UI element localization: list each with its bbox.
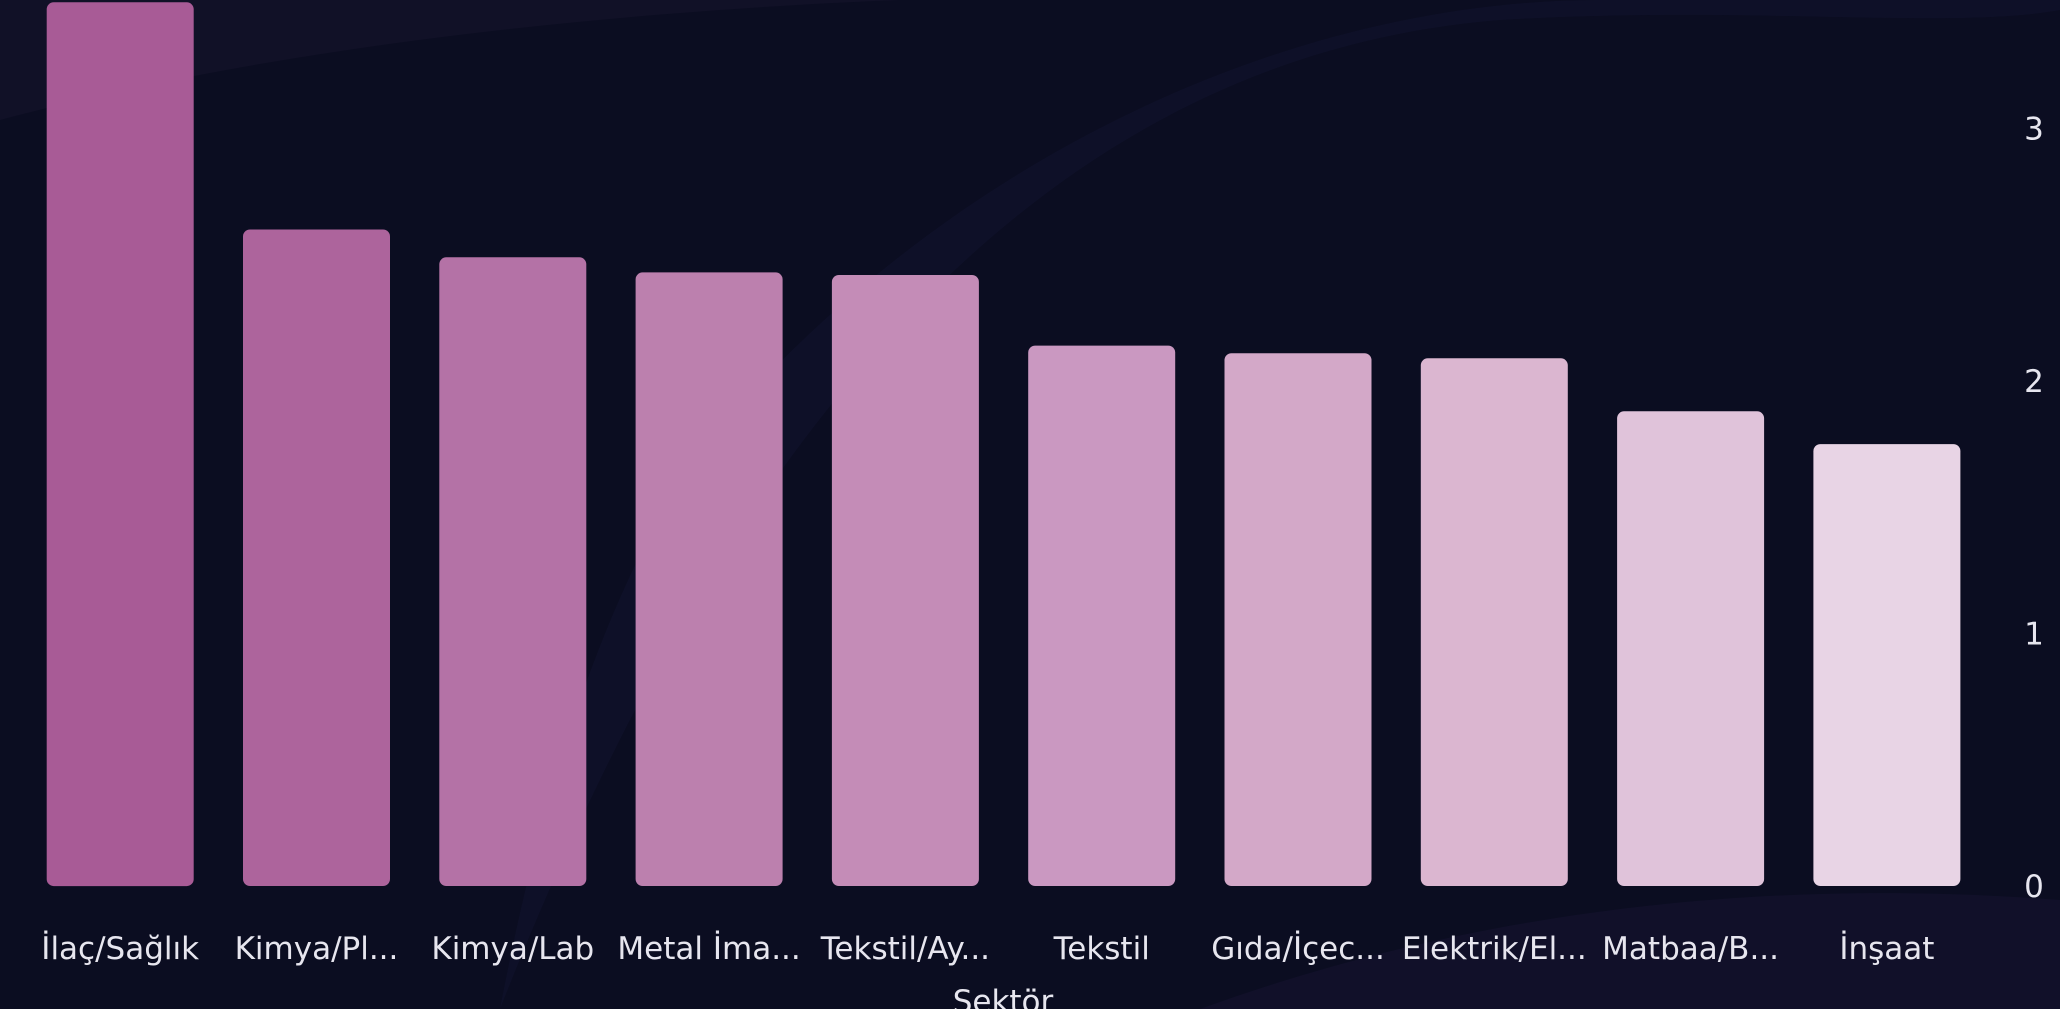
bar-10[interactable] [1813, 444, 1961, 886]
bar-7[interactable] [1224, 353, 1372, 886]
x-tick-label: Kimya/Pl... [235, 931, 399, 967]
y-tick-label: 0 [2024, 869, 2044, 905]
bar-3[interactable] [439, 257, 587, 886]
x-tick-label: Elektrik/El... [1402, 931, 1587, 967]
bar-5[interactable] [831, 275, 979, 886]
x-axis: İlaç/Sağlık Kimya/Pl... Kimya/Lab Metal İma… [41, 931, 1934, 967]
y-axis: 0 1 2 3 [2024, 112, 2044, 906]
x-tick-label: Tekstil [1053, 931, 1150, 967]
y-tick-label: 3 [2024, 112, 2044, 148]
bar-6[interactable] [1028, 345, 1176, 887]
bar-4[interactable] [635, 272, 783, 886]
bar-1[interactable] [46, 2, 194, 887]
x-tick-label: Metal İma... [617, 931, 800, 967]
x-axis-title: Sektör [953, 984, 1054, 1009]
x-tick-label: Gıda/İçec... [1211, 931, 1385, 967]
bar-9[interactable] [1617, 411, 1765, 886]
x-tick-label: İnşaat [1839, 931, 1934, 967]
x-tick-label: Tekstil/Ay... [820, 931, 990, 967]
x-tick-label: İlaç/Sağlık [41, 931, 199, 967]
y-tick-label: 2 [2024, 364, 2044, 400]
x-tick-label: Matbaa/B... [1602, 931, 1779, 967]
y-tick-label: 1 [2024, 617, 2044, 653]
bar-8[interactable] [1420, 358, 1568, 886]
bar-2[interactable] [243, 229, 390, 887]
x-tick-label: Kimya/Lab [431, 931, 594, 967]
bars-layer [46, 2, 1961, 887]
